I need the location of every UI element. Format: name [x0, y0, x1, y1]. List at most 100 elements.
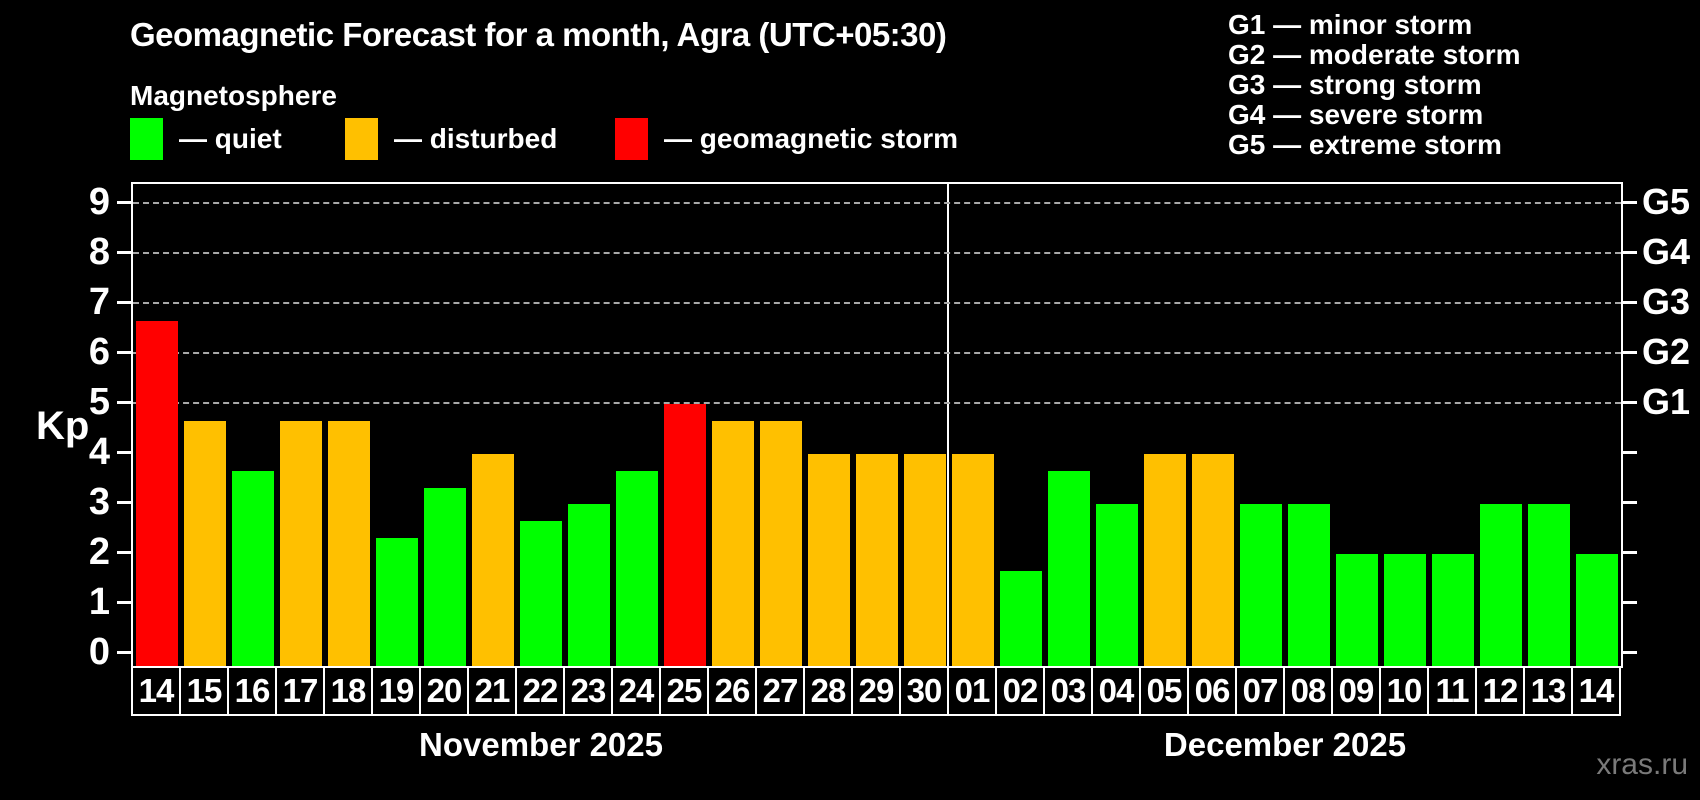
g-axis-tick [1623, 451, 1637, 454]
kp-bar [1480, 504, 1522, 668]
y-tick-label: 8 [88, 231, 110, 273]
month-separator-line [947, 184, 949, 668]
month-label-november: November 2025 [419, 726, 663, 763]
day-label: 05 [1139, 666, 1189, 716]
legend-item-disturbed: — disturbed [345, 116, 557, 162]
plot-area [131, 182, 1623, 668]
kp-gridline [133, 352, 1621, 354]
y-tick-label: 0 [88, 631, 110, 673]
g-legend-item-g1: G1 — minor storm [1228, 9, 1473, 40]
g-axis-tick [1623, 651, 1637, 654]
day-label: 13 [1523, 666, 1573, 716]
g-axis-tick [1623, 201, 1637, 204]
kp-bar [568, 504, 610, 668]
day-label: 21 [467, 666, 517, 716]
g-tick-label: G2 [1642, 331, 1691, 372]
y-tick-label: 9 [88, 181, 110, 223]
kp-bar [136, 320, 178, 668]
day-label: 28 [803, 666, 853, 716]
legend-item-storm: — geomagnetic storm [615, 116, 958, 162]
kp-bar [280, 420, 322, 668]
kp-bar [1384, 554, 1426, 668]
day-label: 02 [995, 666, 1045, 716]
y-axis-tick [117, 551, 131, 554]
day-label: 04 [1091, 666, 1141, 716]
day-label: 24 [611, 666, 661, 716]
day-label: 20 [419, 666, 469, 716]
day-label: 01 [947, 666, 997, 716]
y-tick-label: 3 [88, 481, 110, 523]
day-label: 09 [1331, 666, 1381, 716]
day-label: 29 [851, 666, 901, 716]
day-label: 17 [275, 666, 325, 716]
y-tick-label: 6 [88, 331, 110, 373]
g-axis-tick [1623, 551, 1637, 554]
kp-bar [856, 454, 898, 668]
kp-bar [184, 420, 226, 668]
g-tick-label: G1 [1642, 381, 1691, 422]
day-label: 22 [515, 666, 565, 716]
y-tick-label: 2 [88, 531, 110, 573]
y-tick-label: 4 [88, 431, 110, 473]
y-axis-title: Kp [36, 404, 90, 448]
kp-bar [1528, 504, 1570, 668]
g-axis-tick [1623, 401, 1637, 404]
legend-item-quiet: — quiet [130, 116, 282, 162]
kp-bar [1048, 470, 1090, 668]
kp-gridline [133, 302, 1621, 304]
g-legend-item-g4: G4 — severe storm [1228, 99, 1484, 130]
kp-bar [1192, 454, 1234, 668]
g-axis-tick [1623, 501, 1637, 504]
day-label: 26 [707, 666, 757, 716]
kp-bar [952, 454, 994, 668]
quiet-label: — quiet [179, 123, 282, 154]
g-tick-label: G3 [1642, 281, 1691, 322]
y-axis-tick [117, 201, 131, 204]
watermark: xras.ru [1596, 748, 1688, 781]
day-label: 19 [371, 666, 421, 716]
day-label: 14 [1571, 666, 1621, 716]
x-axis-day-labels: 14 15 16 17 18 19 20 21 22 23 24 25 26 27 28 29 30 01 02 03… [131, 666, 1625, 716]
day-label: 14 [131, 666, 181, 716]
storm-label: — geomagnetic storm [664, 123, 959, 154]
kp-bar [1096, 504, 1138, 668]
quiet-color-swatch [130, 118, 163, 160]
g-axis-tick [1623, 351, 1637, 354]
storm-color-swatch [615, 118, 648, 160]
g-axis-tick [1623, 251, 1637, 254]
g-tick-label: G5 [1642, 181, 1691, 222]
kp-gridline [133, 252, 1621, 254]
y-axis-tick [117, 401, 131, 404]
y-tick-label: 5 [88, 381, 110, 423]
kp-bar [616, 470, 658, 668]
day-label: 06 [1187, 666, 1237, 716]
g-legend-item-g5: G5 — extreme storm [1228, 129, 1502, 160]
y-axis-tick [117, 501, 131, 504]
y-axis-tick [117, 301, 131, 304]
day-label: 23 [563, 666, 613, 716]
kp-bar [376, 537, 418, 668]
y-tick-label: 1 [88, 581, 110, 623]
disturbed-color-swatch [345, 118, 378, 160]
month-label-december: December 2025 [1163, 726, 1407, 763]
kp-bar [424, 487, 466, 668]
kp-bar [664, 404, 706, 668]
g-scale-legend: G1 — minor storm G2 — moderate storm G3 … [1228, 10, 1521, 160]
kp-gridline [133, 202, 1621, 204]
kp-bar [712, 420, 754, 668]
kp-bar [1144, 454, 1186, 668]
day-label: 16 [227, 666, 277, 716]
day-label: 25 [659, 666, 709, 716]
kp-bar [472, 454, 514, 668]
g-tick-label: G4 [1642, 231, 1691, 272]
day-label: 12 [1475, 666, 1525, 716]
day-label: 11 [1427, 666, 1477, 716]
kp-bar [1240, 504, 1282, 668]
kp-bar [760, 420, 802, 668]
kp-bar [232, 470, 274, 668]
y-axis-tick [117, 601, 131, 604]
day-label: 27 [755, 666, 805, 716]
chart-title: Geomagnetic Forecast for a month, Agra (… [130, 16, 947, 53]
kp-bar [520, 520, 562, 668]
